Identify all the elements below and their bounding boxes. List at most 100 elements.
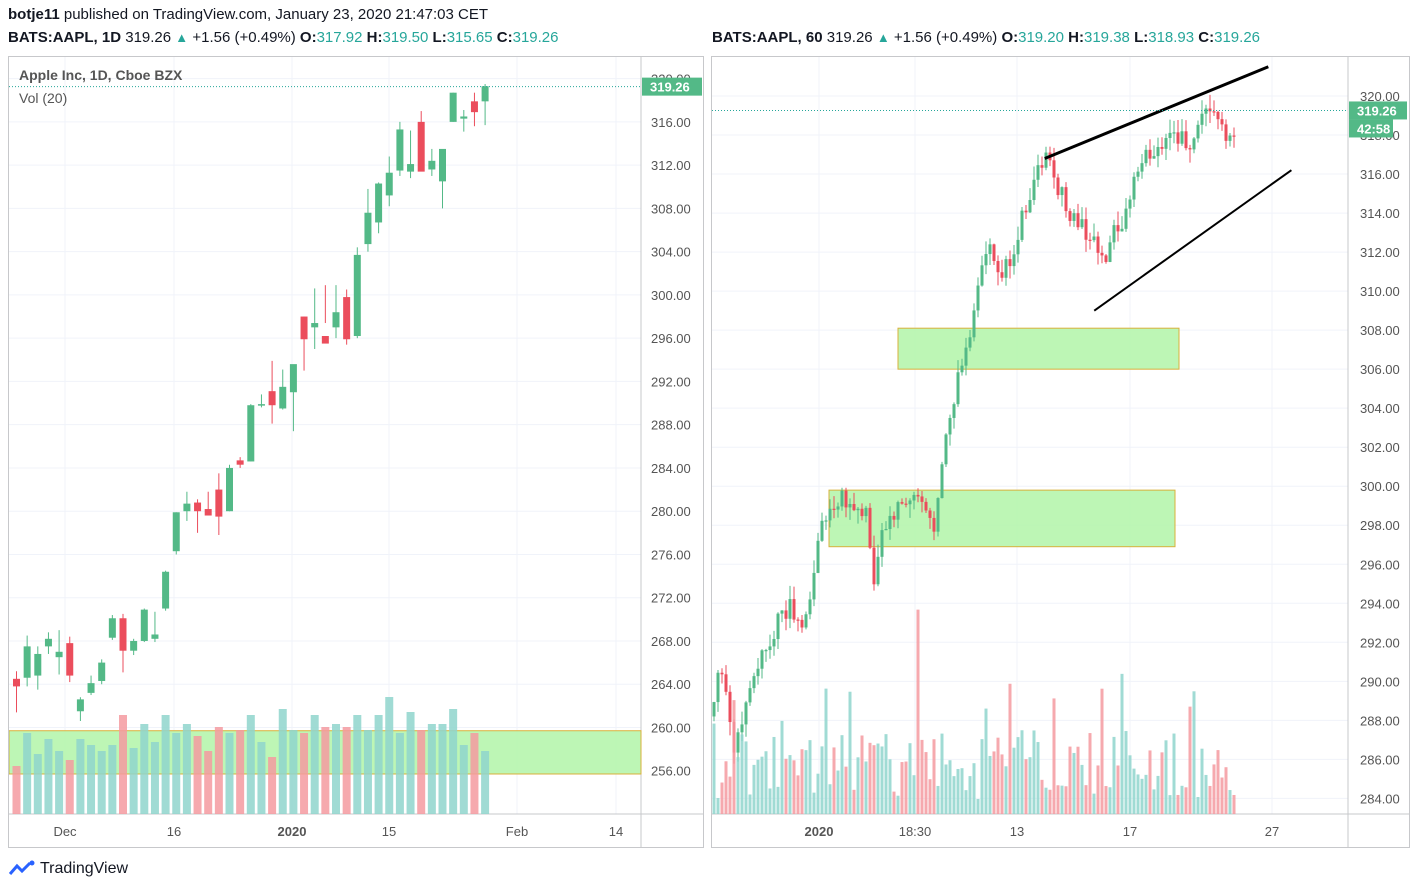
volume-bar: [289, 730, 298, 814]
candle-body: [1104, 255, 1108, 262]
volume-bar: [1228, 790, 1232, 814]
candle-body: [87, 683, 95, 693]
volume-bar: [1000, 754, 1004, 814]
candle-body: [1172, 132, 1176, 134]
candle-body: [864, 507, 868, 517]
volume-bar: [1124, 731, 1128, 814]
volume-bar: [1128, 755, 1132, 814]
volume-bar: [1120, 673, 1124, 814]
y-axis-tick-label: 300.00: [651, 288, 691, 303]
candle-body: [848, 504, 852, 508]
candle-body: [724, 674, 728, 692]
candle-body: [1100, 252, 1104, 256]
volume-bar: [868, 742, 872, 814]
candle-body: [976, 285, 980, 311]
publish-info: published on TradingView.com, January 23…: [63, 6, 489, 23]
y-axis-tick-label: 284.00: [651, 461, 691, 476]
candle-body: [1020, 210, 1024, 240]
volume-bar: [1140, 778, 1144, 814]
tradingview-footer[interactable]: TradingView: [8, 860, 128, 878]
left-chart-panel[interactable]: 320.00316.00312.00308.00304.00300.00296.…: [8, 56, 704, 848]
right-chart-panel[interactable]: 320.00318.00316.00314.00312.00310.00308.…: [711, 56, 1410, 848]
volume-bar: [406, 712, 415, 814]
volume-bar: [820, 746, 824, 814]
price-tag-box: [1349, 101, 1407, 120]
candle-body: [744, 702, 748, 725]
volume-bar: [278, 709, 287, 814]
y-axis-tick-label: 308.00: [651, 201, 691, 216]
volume-bar: [1116, 765, 1120, 814]
volume-bar: [65, 760, 74, 814]
candle-body: [900, 502, 904, 504]
candle-body: [880, 530, 884, 557]
candle-body: [860, 508, 864, 517]
y-axis-tick-label: 310.00: [1360, 284, 1400, 299]
right-chart-svg[interactable]: 320.00318.00316.00314.00312.00310.00308.…: [712, 57, 1409, 847]
volume-bar: [748, 794, 752, 814]
candle-body: [984, 254, 988, 266]
volume-bar: [964, 790, 968, 814]
volume-bar: [1072, 752, 1076, 814]
candle-body: [920, 496, 924, 502]
volume-bar: [764, 751, 768, 814]
volume-bar: [1156, 775, 1160, 814]
candle-body: [716, 672, 720, 703]
candle-body: [1088, 239, 1092, 241]
candle-body: [728, 691, 732, 723]
volume-bar: [172, 733, 181, 814]
candle-body: [1092, 236, 1096, 241]
candle-body: [1224, 124, 1228, 141]
candle-body: [23, 646, 31, 678]
left-c-label: C:: [496, 29, 513, 46]
volume-bar: [1104, 786, 1108, 814]
volume-bar: [1200, 748, 1204, 814]
y-axis-tick-label: 304.00: [1360, 401, 1400, 416]
candle-body: [736, 732, 740, 753]
candle-body: [876, 556, 880, 585]
volume-bar: [936, 785, 940, 814]
volume-bar: [1056, 785, 1060, 814]
candle-body: [1144, 149, 1148, 164]
volume-bar: [1132, 768, 1136, 814]
candle-body: [824, 520, 828, 522]
candle-body: [428, 160, 436, 170]
volume-bar: [150, 742, 159, 814]
candle-body: [1232, 135, 1236, 137]
volume-bar: [459, 745, 468, 814]
candle-body: [1036, 165, 1040, 180]
candle-body: [34, 653, 42, 676]
candle-body: [1164, 137, 1168, 149]
candle-body: [740, 724, 744, 733]
candle-body: [844, 490, 848, 508]
volume-bar: [716, 798, 720, 814]
author-name[interactable]: botje11: [8, 6, 60, 23]
candle-body: [868, 507, 872, 548]
volume-bar: [1060, 785, 1064, 814]
left-price: 319.26: [125, 29, 172, 46]
left-chart-svg[interactable]: 320.00316.00312.00308.00304.00300.00296.…: [8, 57, 703, 847]
up-arrow-icon: ▲: [876, 30, 890, 45]
volume-bar: [470, 733, 479, 814]
volume-bar: [916, 609, 920, 814]
candle-body: [872, 547, 876, 585]
candle-body: [460, 116, 468, 119]
candle-body: [1140, 163, 1144, 172]
candle-body: [896, 502, 900, 520]
candle-body: [832, 508, 836, 510]
volume-bar: [1208, 785, 1212, 814]
candle-body: [1204, 108, 1208, 114]
volume-bar: [1172, 733, 1176, 814]
y-axis-tick-label: 288.00: [651, 418, 691, 433]
candle-body: [748, 688, 752, 703]
candle-body: [800, 619, 804, 628]
left-legend-title: Apple Inc, 1D, Cboe BZX: [19, 67, 183, 83]
y-axis-tick-label: 284.00: [1360, 791, 1400, 806]
volume-bar: [97, 751, 106, 814]
candle-body: [944, 434, 948, 465]
candle-body: [1008, 259, 1012, 267]
y-axis-tick-label: 298.00: [1360, 518, 1400, 533]
volume-bar: [760, 756, 764, 814]
left-legend-vol: Vol (20): [19, 90, 68, 106]
right-change: +1.56 (+0.49%): [893, 29, 998, 46]
volume-bar: [300, 733, 309, 814]
